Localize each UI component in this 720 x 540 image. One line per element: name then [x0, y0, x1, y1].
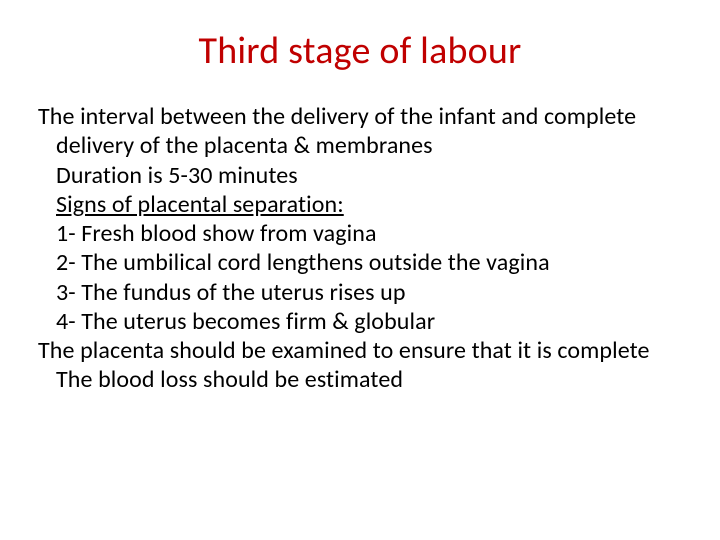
body-line-1: Duration is 5-30 minutes — [38, 161, 682, 190]
body-text: 3- The fundus of the uterus rises up — [56, 278, 406, 307]
body-text: 1- Fresh blood show from vagina — [56, 219, 377, 248]
body-text: 2- The umbilical cord lengthens outside … — [56, 248, 550, 277]
body-line-2: Signs of placental separation: — [38, 190, 682, 219]
body-text-underlined: Signs of placental separation: — [56, 190, 344, 219]
body-line-7: The placenta should be examined to ensur… — [38, 336, 682, 365]
body-text: The placenta should be examined to ensur… — [38, 336, 650, 365]
body-text: The interval between the delivery of the… — [38, 102, 636, 160]
body-line-4: 2- The umbilical cord lengthens outside … — [38, 248, 682, 277]
slide: Third stage of labour The interval betwe… — [0, 0, 720, 540]
body-line-0: The interval between the delivery of the… — [38, 102, 682, 161]
body-text: Duration is 5-30 minutes — [56, 161, 298, 190]
slide-title: Third stage of labour — [38, 28, 682, 74]
slide-body: The interval between the delivery of the… — [38, 102, 682, 395]
body-line-5: 3- The fundus of the uterus rises up — [38, 278, 682, 307]
body-line-6: 4- The uterus becomes firm & globular — [38, 307, 682, 336]
body-line-3: 1- Fresh blood show from vagina — [38, 219, 682, 248]
body-text: 4- The uterus becomes firm & globular — [56, 307, 435, 336]
body-line-8: The blood loss should be estimated — [38, 365, 682, 394]
body-text: The blood loss should be estimated — [56, 365, 403, 394]
